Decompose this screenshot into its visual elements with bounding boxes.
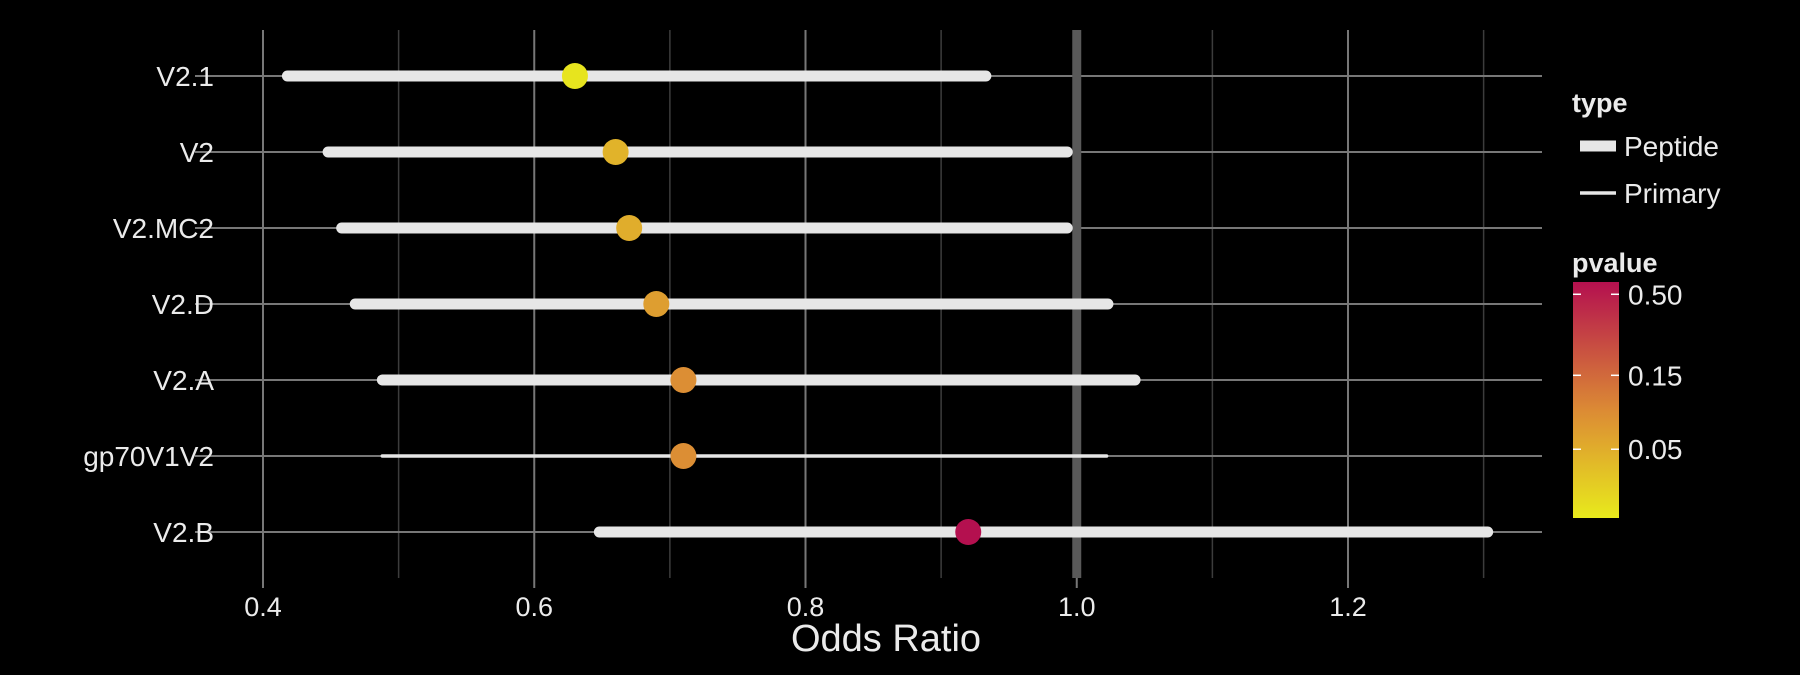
x-tick-label: 0.8 (787, 592, 825, 622)
category-label: V2 (180, 137, 214, 168)
legend: type Peptide Primary pvalue 0.50 0.15 0.05 (1572, 88, 1720, 518)
legend-pvalue-title: pvalue (1572, 248, 1658, 278)
pvalue-colorbar (1573, 282, 1619, 518)
point-v2 (602, 139, 629, 165)
legend-primary-label: Primary (1624, 178, 1720, 209)
colorbar-tick-label: 0.15 (1628, 360, 1683, 391)
point-gp70v1v2 (670, 443, 697, 469)
point-v2-b (955, 519, 982, 545)
colorbar-tick-label: 0.05 (1628, 434, 1683, 465)
point-v2-d (643, 291, 670, 317)
legend-type-title: type (1572, 88, 1628, 118)
category-label: V2.MC2 (113, 213, 214, 244)
category-label: V2.B (153, 517, 214, 548)
colorbar-ticks: 0.50 0.15 0.05 (1573, 279, 1683, 465)
colorbar-tick-label: 0.50 (1628, 279, 1683, 310)
category-label: V2.1 (156, 61, 214, 92)
category-label: gp70V1V2 (83, 441, 214, 472)
category-label: V2.A (153, 365, 214, 396)
estimate-points (561, 63, 982, 545)
x-axis-ticks: 0.4 0.6 0.8 1.0 1.2 (244, 578, 1367, 622)
point-v2-1 (561, 63, 588, 89)
x-tick-label: 0.4 (244, 592, 282, 622)
legend-peptide-label: Peptide (1624, 131, 1719, 162)
category-label: V2.D (152, 289, 214, 320)
point-v2-mc2 (616, 215, 643, 241)
confidence-intervals (281, 70, 1494, 538)
point-v2-a (670, 367, 697, 393)
x-tick-label: 0.6 (515, 592, 553, 622)
x-axis-title: Odds Ratio (791, 618, 981, 660)
x-tick-label: 1.2 (1329, 592, 1367, 622)
category-labels: V2.1 V2 V2.MC2 V2.D V2.A gp70V1V2 V2.B (83, 61, 214, 548)
x-tick-label: 1.0 (1058, 592, 1096, 622)
